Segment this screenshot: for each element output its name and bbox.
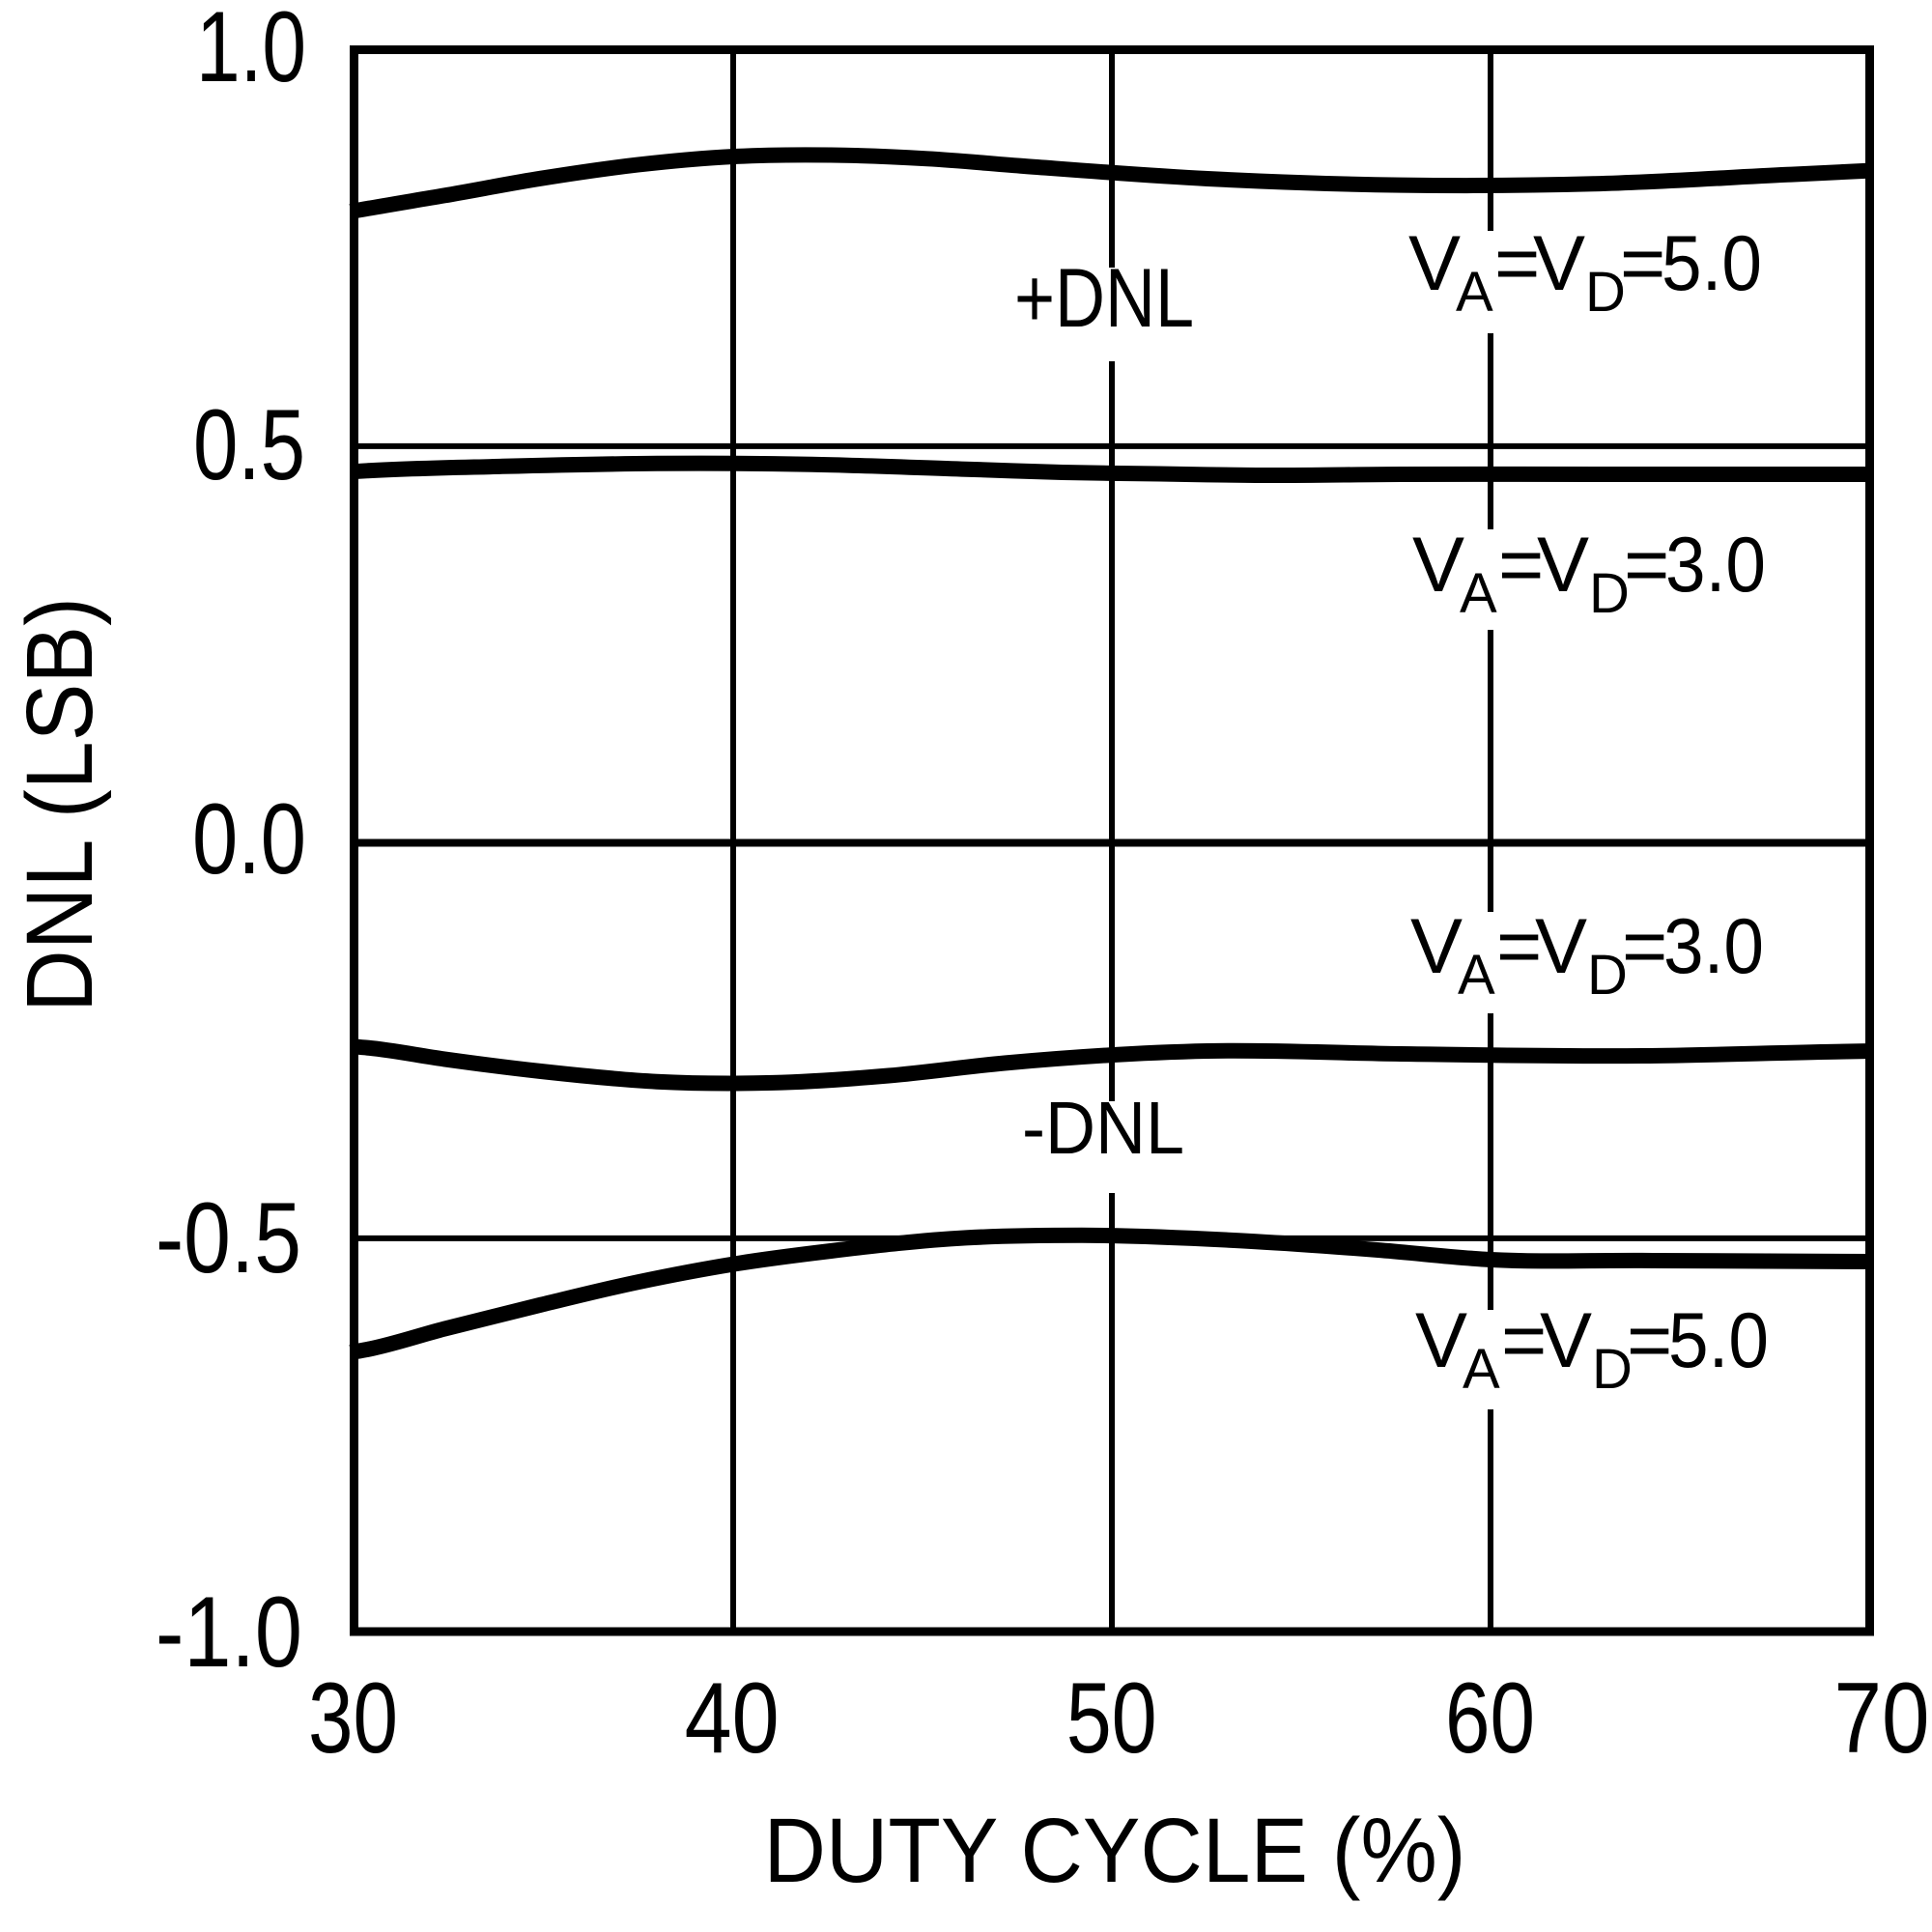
svg-text:0.0: 0.0 [192, 783, 306, 895]
svg-text:V: V [1537, 522, 1589, 609]
svg-text:=: = [1627, 1297, 1672, 1384]
svg-text:A: A [1456, 261, 1493, 324]
svg-text:=: = [1496, 903, 1542, 990]
svg-text:V: V [1410, 903, 1463, 990]
svg-text:V: V [1415, 1297, 1467, 1384]
svg-text:70: 70 [1834, 1662, 1930, 1775]
svg-text:-DNL: -DNL [1022, 1087, 1184, 1170]
svg-text:5.0: 5.0 [1668, 1297, 1769, 1384]
svg-text:V: V [1540, 1297, 1592, 1384]
svg-text:=: = [1624, 522, 1669, 609]
svg-text:=: = [1494, 220, 1540, 307]
svg-text:DNL (LSB): DNL (LSB) [7, 597, 112, 1012]
svg-text:=: = [1620, 220, 1665, 307]
svg-text:D: D [1587, 944, 1628, 1007]
svg-text:0.5: 0.5 [193, 389, 305, 501]
svg-text:V: V [1408, 220, 1461, 307]
svg-text:D: D [1589, 562, 1630, 625]
svg-text:50: 50 [1066, 1662, 1157, 1775]
svg-text:30: 30 [308, 1662, 398, 1775]
svg-text:60: 60 [1445, 1662, 1535, 1775]
svg-text:V: V [1535, 903, 1587, 990]
svg-text:D: D [1585, 261, 1626, 324]
svg-text:=: = [1501, 1297, 1547, 1384]
svg-text:+DNL: +DNL [1014, 252, 1194, 345]
svg-text:DUTY CYCLE (%): DUTY CYCLE (%) [764, 1800, 1466, 1902]
svg-text:D: D [1592, 1338, 1633, 1401]
svg-text:3.0: 3.0 [1665, 522, 1766, 609]
svg-text:1.0: 1.0 [196, 0, 306, 103]
svg-text:V: V [1533, 220, 1585, 307]
svg-text:=: = [1498, 522, 1544, 609]
svg-text:A: A [1463, 1338, 1500, 1401]
svg-text:V: V [1412, 522, 1464, 609]
svg-text:A: A [1460, 562, 1497, 625]
svg-text:=: = [1622, 903, 1667, 990]
svg-text:-0.5: -0.5 [156, 1182, 301, 1294]
svg-text:40: 40 [685, 1662, 780, 1775]
svg-text:5.0: 5.0 [1662, 220, 1762, 307]
svg-text:-1.0: -1.0 [156, 1577, 302, 1689]
svg-text:A: A [1458, 944, 1495, 1007]
svg-text:3.0: 3.0 [1663, 903, 1764, 990]
